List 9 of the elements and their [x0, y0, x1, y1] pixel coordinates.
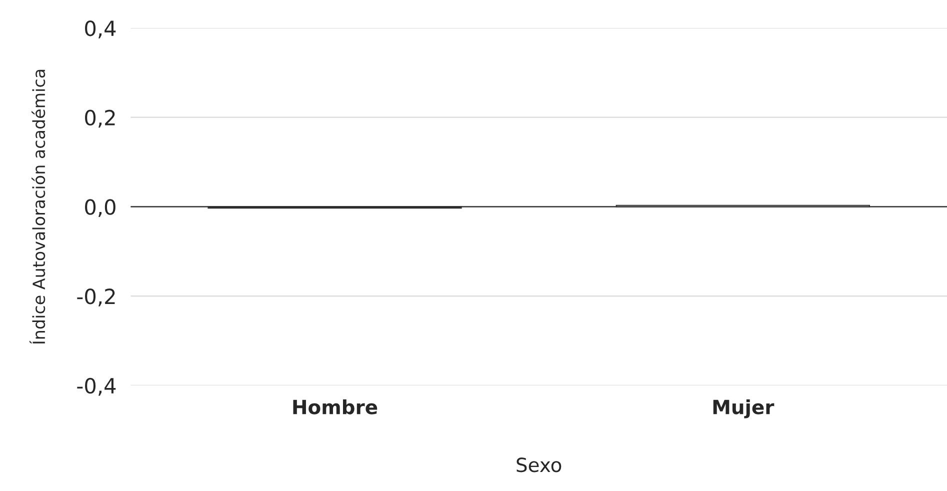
x-tick-label: Mujer	[713, 399, 774, 418]
x-tick-label: Hombre	[293, 399, 378, 414]
y-tick-label: -0,4	[77, 378, 116, 396]
y-tick-label: -0,2	[77, 288, 115, 306]
y-axis-title: Índice Autovaloración académica	[29, 70, 46, 344]
x-axis-title: Sexo	[516, 458, 562, 472]
y-tick-label: 0,0	[85, 199, 116, 218]
y-tick-label: 0,4	[85, 20, 116, 38]
y-tick-label: 0,2	[85, 110, 115, 128]
